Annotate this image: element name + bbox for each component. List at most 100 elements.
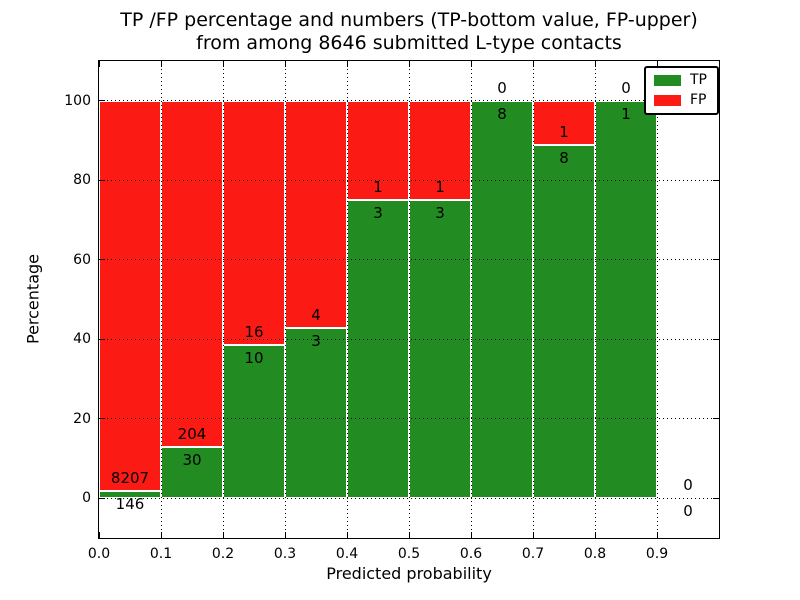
gridline-x-0.7 xyxy=(532,61,534,538)
tick-bottom-0.6 xyxy=(470,532,472,538)
bar-label-tp-1: 30 xyxy=(182,451,202,470)
tick-bottom-0.2 xyxy=(222,532,224,538)
bar-label-tp-4: 3 xyxy=(373,204,383,223)
tick-top-0.5 xyxy=(408,61,410,67)
tick-top-0.3 xyxy=(284,61,286,67)
bar-label-fp-8: 0 xyxy=(621,78,631,97)
tick-left-100 xyxy=(99,100,105,102)
bar-segment-tp-3 xyxy=(285,327,347,499)
bar-segment-tp-8 xyxy=(595,100,657,499)
tick-top-0.6 xyxy=(470,61,472,67)
bar-label-fp-9: 0 xyxy=(683,476,693,495)
tick-right-0 xyxy=(713,497,719,499)
bar-segment-fp-3 xyxy=(285,100,347,328)
chart-title-line1: TP /FP percentage and numbers (TP-bottom… xyxy=(120,9,698,31)
bar-label-fp-6: 0 xyxy=(497,78,507,97)
tick-top-0.9 xyxy=(656,61,658,67)
bar-label-fp-3: 4 xyxy=(311,305,321,324)
tick-bottom-0.0 xyxy=(98,532,100,538)
bar-label-fp-2: 16 xyxy=(244,323,264,342)
tick-left-0 xyxy=(99,497,105,499)
bar-label-tp-9: 0 xyxy=(683,502,693,521)
tick-label-x-0.4: 0.4 xyxy=(335,546,359,562)
tick-bottom-0.9 xyxy=(656,532,658,538)
legend-label-fp: FP xyxy=(690,92,707,108)
tick-right-20 xyxy=(713,418,719,420)
bar-label-fp-5: 1 xyxy=(435,178,445,197)
bar-segment-fp-1 xyxy=(161,100,223,448)
tick-label-y-40: 40 xyxy=(73,331,91,348)
bar-label-tp-6: 8 xyxy=(497,104,507,123)
tick-label-x-0.6: 0.6 xyxy=(459,546,483,562)
tick-label-y-0: 0 xyxy=(82,490,91,507)
bar-segment-tp-4 xyxy=(347,200,409,499)
bar-segment-fp-4 xyxy=(347,100,409,201)
tick-bottom-0.8 xyxy=(594,532,596,538)
bar-segment-tp-2 xyxy=(223,345,285,499)
bar-label-tp-7: 8 xyxy=(559,148,569,167)
bar-segment-fp-2 xyxy=(223,100,285,346)
tick-left-60 xyxy=(99,259,105,261)
gridline-x-0.6 xyxy=(470,61,472,538)
bar-label-tp-5: 3 xyxy=(435,204,445,223)
tick-top-0.8 xyxy=(594,61,596,67)
legend-entry-fp: FP xyxy=(654,93,707,108)
bar-label-tp-2: 10 xyxy=(244,349,264,368)
gridline-x-0.4 xyxy=(346,61,348,538)
tick-label-y-80: 80 xyxy=(73,172,91,189)
gridline-x-0.8 xyxy=(594,61,596,538)
tick-label-x-0.3: 0.3 xyxy=(273,546,297,562)
tick-label-y-20: 20 xyxy=(73,410,91,427)
bar-segment-fp-0 xyxy=(99,100,161,492)
tick-label-x-0.9: 0.9 xyxy=(645,546,669,562)
bar-segment-tp-6 xyxy=(471,100,533,499)
legend: TP FP xyxy=(644,66,719,115)
tick-top-0.2 xyxy=(222,61,224,67)
legend-label-tp: TP xyxy=(690,72,707,88)
chart-title-line2: from among 8646 submitted L-type contact… xyxy=(196,32,622,54)
x-axis-label: Predicted probability xyxy=(326,564,492,583)
bar-label-fp-0: 8207 xyxy=(110,469,150,488)
tick-bottom-0.3 xyxy=(284,532,286,538)
legend-swatch-fp-icon xyxy=(654,95,681,106)
tick-bottom-0.1 xyxy=(160,532,162,538)
chart-title: TP /FP percentage and numbers (TP-bottom… xyxy=(99,9,719,55)
tick-label-x-0.2: 0.2 xyxy=(211,546,235,562)
tick-bottom-0.5 xyxy=(408,532,410,538)
gridline-x-0.2 xyxy=(222,61,224,538)
bar-label-tp-8: 1 xyxy=(621,104,631,123)
bar-label-fp-4: 1 xyxy=(373,178,383,197)
tick-top-0.4 xyxy=(346,61,348,67)
bar-segment-tp-5 xyxy=(409,200,471,499)
plot-area: TP FP 8207 146 204 30 16 10 4 3 1 3 1 3 0 8 1 8 0 1 0 0 0 20 4… xyxy=(64,60,720,562)
gridline-x-0.9 xyxy=(656,61,658,538)
tick-label-x-0.7: 0.7 xyxy=(521,546,545,562)
tick-label-x-0.0: 0.0 xyxy=(87,546,111,562)
gridline-x-0.5 xyxy=(408,61,410,538)
bar-label-tp-3: 3 xyxy=(311,331,321,350)
tick-left-40 xyxy=(99,338,105,340)
tick-right-40 xyxy=(713,338,719,340)
tick-label-x-0.1: 0.1 xyxy=(149,546,173,562)
bar-segment-tp-7 xyxy=(533,144,595,499)
tick-label-y-60: 60 xyxy=(73,251,91,268)
tick-top-0.1 xyxy=(160,61,162,67)
gridline-x-0.3 xyxy=(284,61,286,538)
tick-right-60 xyxy=(713,259,719,261)
tick-label-x-0.5: 0.5 xyxy=(397,546,421,562)
tick-label-y-100: 100 xyxy=(64,92,91,109)
bar-label-fp-1: 204 xyxy=(177,425,207,444)
bar-label-tp-0: 146 xyxy=(115,495,145,514)
legend-entry-tp: TP xyxy=(654,73,707,88)
tick-bottom-0.4 xyxy=(346,532,348,538)
tick-label-x-0.8: 0.8 xyxy=(583,546,607,562)
tick-left-20 xyxy=(99,418,105,420)
tick-bottom-0.7 xyxy=(532,532,534,538)
bar-label-fp-7: 1 xyxy=(559,122,569,141)
gridline-x-0.1 xyxy=(160,61,162,538)
tick-top-0.0 xyxy=(98,61,100,67)
tick-left-80 xyxy=(99,179,105,181)
tick-top-0.7 xyxy=(532,61,534,67)
tick-right-80 xyxy=(713,179,719,181)
